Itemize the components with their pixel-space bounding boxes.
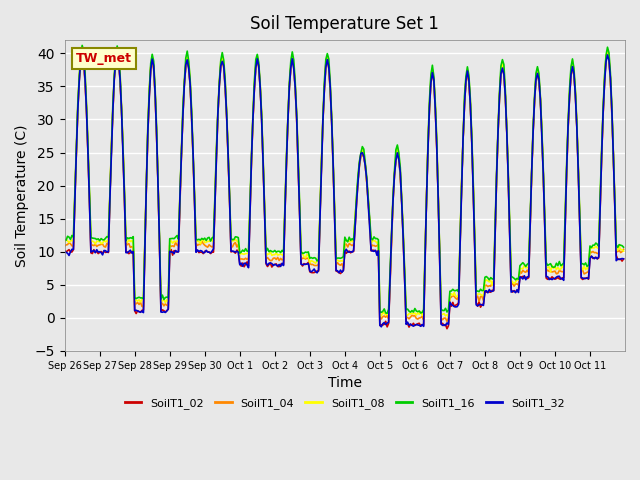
Line: SoilT1_08: SoilT1_08 bbox=[65, 50, 623, 317]
SoilT1_16 bbox=[99, 237, 106, 242]
SoilT1_04 bbox=[545, 268, 553, 274]
Line: SoilT1_02: SoilT1_02 bbox=[65, 51, 623, 329]
SoilT1_04 bbox=[618, 249, 626, 254]
SoilT1_02 bbox=[80, 60, 88, 65]
SoilT1_04 bbox=[80, 55, 88, 61]
SoilT1_02 bbox=[618, 258, 626, 264]
SoilT1_02 bbox=[461, 103, 468, 108]
SoilT1_16 bbox=[78, 43, 86, 48]
SoilT1_32 bbox=[620, 256, 627, 262]
SoilT1_08 bbox=[620, 248, 627, 254]
SoilT1_04 bbox=[462, 78, 470, 84]
SoilT1_02 bbox=[61, 248, 68, 254]
SoilT1_04 bbox=[620, 246, 627, 252]
Line: SoilT1_04: SoilT1_04 bbox=[65, 50, 623, 321]
SoilT1_08 bbox=[545, 264, 553, 270]
SoilT1_04 bbox=[443, 318, 451, 324]
SoilT1_32 bbox=[81, 77, 89, 83]
Line: SoilT1_32: SoilT1_32 bbox=[65, 52, 623, 327]
SoilT1_02 bbox=[97, 249, 105, 254]
SoilT1_32 bbox=[99, 252, 106, 258]
SoilT1_16 bbox=[349, 237, 357, 243]
SoilT1_16 bbox=[61, 237, 68, 242]
SoilT1_02 bbox=[348, 249, 356, 254]
SoilT1_32 bbox=[378, 324, 385, 330]
SoilT1_16 bbox=[618, 243, 626, 249]
X-axis label: Time: Time bbox=[328, 376, 362, 390]
SoilT1_32 bbox=[78, 49, 86, 55]
SoilT1_02 bbox=[443, 326, 451, 332]
SoilT1_16 bbox=[383, 311, 391, 316]
SoilT1_08 bbox=[99, 240, 106, 246]
SoilT1_04 bbox=[97, 241, 105, 247]
SoilT1_08 bbox=[618, 247, 626, 252]
SoilT1_08 bbox=[78, 47, 86, 53]
SoilT1_04 bbox=[61, 243, 68, 249]
SoilT1_32 bbox=[618, 256, 626, 262]
SoilT1_32 bbox=[462, 78, 470, 84]
Legend: SoilT1_02, SoilT1_04, SoilT1_08, SoilT1_16, SoilT1_32: SoilT1_02, SoilT1_04, SoilT1_08, SoilT1_… bbox=[120, 394, 570, 414]
Title: Soil Temperature Set 1: Soil Temperature Set 1 bbox=[250, 15, 439, 33]
SoilT1_08 bbox=[462, 75, 470, 81]
SoilT1_16 bbox=[462, 73, 470, 79]
SoilT1_08 bbox=[61, 240, 68, 245]
SoilT1_32 bbox=[349, 248, 357, 253]
SoilT1_02 bbox=[544, 276, 552, 282]
SoilT1_04 bbox=[113, 48, 121, 53]
SoilT1_16 bbox=[81, 70, 89, 76]
Text: TW_met: TW_met bbox=[76, 52, 132, 65]
SoilT1_02 bbox=[604, 48, 611, 54]
Y-axis label: Soil Temperature (C): Soil Temperature (C) bbox=[15, 124, 29, 267]
SoilT1_08 bbox=[349, 240, 357, 246]
SoilT1_32 bbox=[545, 276, 553, 282]
SoilT1_08 bbox=[81, 74, 89, 80]
SoilT1_16 bbox=[620, 244, 627, 250]
SoilT1_32 bbox=[61, 248, 68, 254]
Line: SoilT1_16: SoilT1_16 bbox=[65, 46, 623, 313]
SoilT1_08 bbox=[445, 314, 452, 320]
SoilT1_02 bbox=[620, 256, 627, 262]
SoilT1_04 bbox=[349, 241, 357, 247]
SoilT1_16 bbox=[545, 262, 553, 267]
